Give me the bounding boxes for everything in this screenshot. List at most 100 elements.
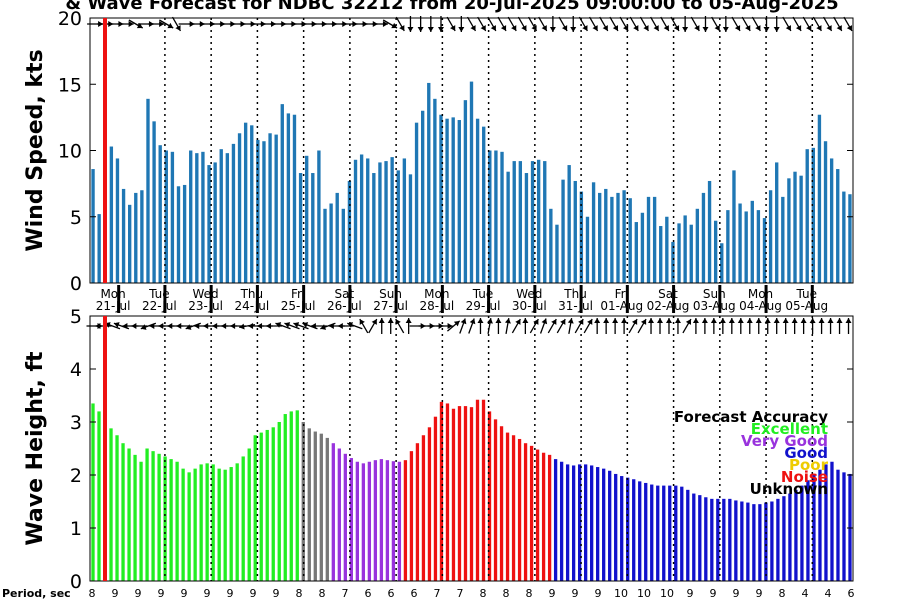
day-name-label: Tue	[796, 287, 818, 301]
bar	[782, 496, 786, 581]
day-date-label: 28-Jul	[419, 299, 454, 313]
period-tick-label: 9	[158, 587, 165, 600]
direction-arrow	[570, 16, 577, 32]
bar	[347, 180, 352, 283]
direction-arrow	[621, 318, 628, 334]
bar	[620, 476, 624, 581]
direction-arrow	[594, 318, 601, 334]
direction-arrow	[755, 318, 762, 334]
bar	[555, 224, 559, 283]
bar	[590, 465, 594, 581]
period-tick-label: 7	[457, 587, 464, 600]
bar	[716, 498, 720, 581]
bar	[337, 448, 341, 581]
day-date-label: 03-Aug	[693, 299, 736, 313]
bar	[535, 449, 540, 581]
direction-arrow	[722, 16, 729, 32]
day-name-label: Fri	[615, 287, 629, 301]
day-date-label: 02-Aug	[647, 299, 690, 313]
bar	[408, 174, 413, 283]
bar	[286, 113, 291, 284]
bar	[713, 220, 718, 283]
bar	[800, 485, 804, 581]
legend-item: Noise	[781, 468, 828, 486]
bar	[707, 180, 712, 283]
direction-arrow	[527, 16, 538, 32]
bar	[343, 453, 347, 581]
bar	[445, 403, 450, 581]
day-name-label: Tue	[472, 287, 494, 301]
direction-arrow	[845, 318, 852, 334]
bar	[463, 100, 468, 284]
bar	[758, 504, 762, 581]
period-tick-label: 8	[89, 587, 96, 600]
bar	[517, 438, 522, 581]
period-tick-label: 7	[434, 587, 441, 600]
direction-arrow	[836, 318, 843, 334]
bar	[97, 214, 101, 283]
bar	[211, 464, 215, 581]
bar	[762, 218, 767, 283]
bar	[638, 481, 642, 581]
bar	[262, 141, 266, 283]
bar	[127, 204, 132, 283]
direction-arrow	[378, 318, 385, 334]
bar	[746, 502, 750, 581]
direction-arrow	[468, 318, 476, 334]
bar	[164, 150, 168, 283]
bar	[628, 198, 632, 283]
bar	[726, 210, 730, 283]
bar	[817, 114, 822, 283]
direction-arrow	[539, 318, 548, 334]
bar	[686, 489, 690, 581]
bar	[268, 133, 272, 283]
day-date-label: 29-Jul	[466, 299, 501, 313]
day-date-label: 05-Aug	[785, 299, 828, 313]
bar	[752, 504, 756, 581]
bar	[616, 192, 620, 283]
period-tick-label: 9	[733, 587, 740, 600]
direction-arrow	[603, 318, 610, 334]
period-tick-label: 9	[756, 587, 763, 600]
day-name-label: Wed	[516, 287, 542, 301]
bar	[259, 432, 263, 581]
direction-arrow	[773, 16, 780, 32]
bar	[189, 150, 193, 283]
bar	[799, 175, 803, 283]
bar	[608, 470, 612, 581]
period-tick-label: 9	[135, 587, 142, 600]
bar	[378, 162, 382, 283]
bar	[475, 118, 480, 283]
bar	[439, 401, 444, 581]
bar	[475, 399, 480, 581]
direction-arrow	[371, 21, 388, 27]
y-tick-label: 1	[70, 518, 82, 540]
period-tick-label: 10	[637, 587, 651, 600]
bar	[134, 192, 138, 283]
bar	[659, 226, 663, 283]
bar	[722, 498, 726, 581]
period-tick-label: 4	[825, 587, 832, 600]
bar	[274, 134, 278, 283]
direction-arrow	[809, 318, 816, 334]
period-tick-label: 9	[710, 587, 717, 600]
bar	[176, 186, 181, 283]
bar	[640, 212, 645, 283]
bar	[536, 159, 541, 283]
day-date-label: 25-Jul	[281, 299, 316, 313]
period-tick-label: 9	[204, 587, 211, 600]
direction-arrow	[843, 16, 853, 32]
bar	[842, 472, 846, 581]
bar	[390, 157, 394, 283]
direction-arrow	[347, 322, 363, 330]
bar	[848, 473, 852, 581]
bar	[91, 169, 95, 283]
direction-arrow	[657, 318, 664, 334]
direction-arrow	[639, 16, 650, 32]
bar	[283, 414, 287, 581]
direction-arrow	[665, 318, 672, 334]
bar	[598, 192, 602, 283]
direction-arrow	[293, 322, 309, 330]
bar	[323, 208, 327, 283]
direction-arrow	[782, 318, 789, 334]
